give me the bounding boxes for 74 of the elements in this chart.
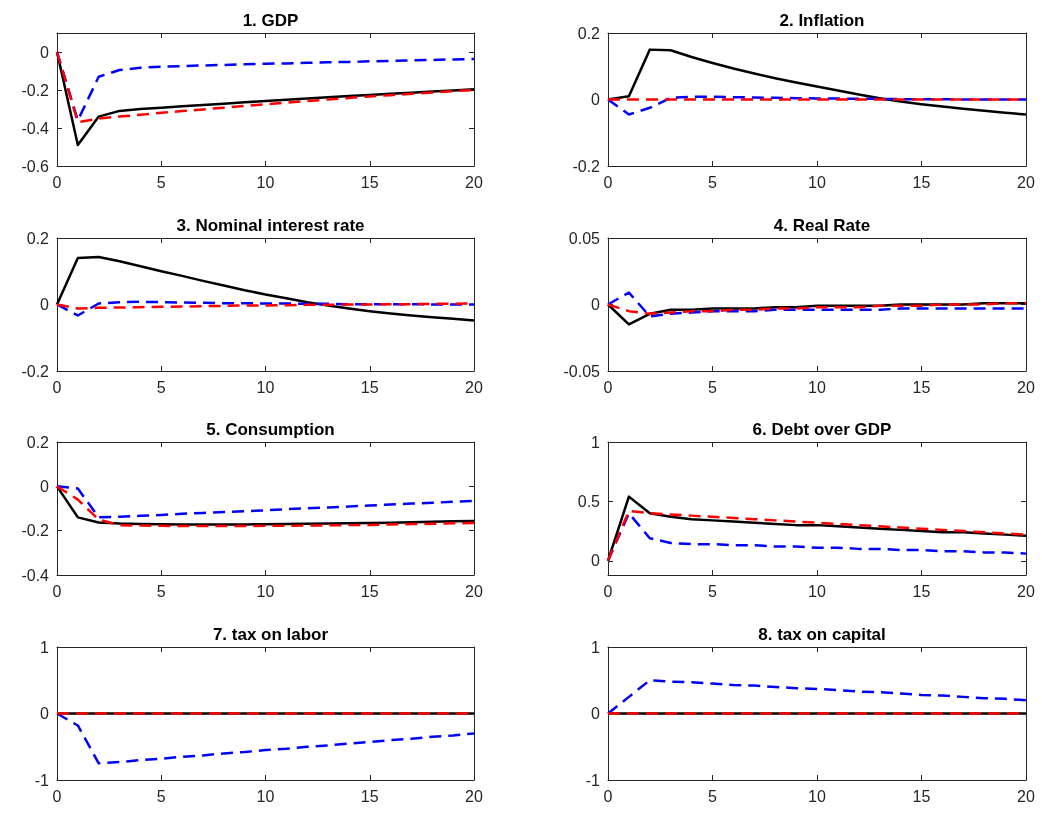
x-tick-label: 20 [1017,582,1035,600]
x-tick-label: 15 [360,173,379,191]
chart-title: 4. Real Rate [773,215,871,235]
x-tick-label: 20 [1017,378,1035,395]
y-tick-label: 0 [40,295,50,313]
x-tick-label: 20 [465,582,483,600]
x-tick-label: 5 [708,173,718,191]
x-tick-label: 10 [256,173,275,191]
y-tick-label: 0 [591,552,601,570]
chart-title: 5. Consumption [206,420,335,439]
x-tick-label: 5 [156,787,166,804]
x-tick-label: 0 [603,582,613,600]
y-tick-label: 1 [40,638,50,655]
y-tick-label: 0 [591,704,601,722]
y-tick-label: -0.2 [21,362,50,379]
y-tick-label: 0 [40,704,50,722]
chart-title: 6. Debt over GDP [752,420,892,439]
chart-title: 7. tax on labor [212,624,329,644]
y-tick-label: 1 [591,638,601,655]
chart-title: 3. Nominal interest rate [176,215,365,235]
y-tick-label: 0 [40,477,50,495]
y-tick-label: -0.4 [21,566,50,584]
x-tick-label: 10 [808,173,826,191]
y-tick-label: -0.2 [21,81,50,99]
x-tick-label: 0 [52,378,62,395]
x-tick-label: 15 [912,173,931,191]
x-tick-label: 5 [156,582,166,600]
x-tick-label: 5 [708,787,718,804]
x-tick-label: 0 [52,787,62,804]
y-tick-label: 1 [591,433,601,451]
y-tick-label: 0 [591,295,601,313]
x-tick-label: 15 [912,582,931,600]
y-tick-label: -0.6 [21,157,50,175]
y-tick-label: 0 [591,91,601,108]
x-tick-label: 5 [708,378,718,395]
x-tick-label: 20 [1017,173,1035,191]
y-tick-label: 0.05 [568,229,601,246]
x-tick-label: 20 [465,378,483,395]
y-tick-label: 0.2 [26,229,50,246]
y-tick-label: -0.2 [21,522,50,540]
x-tick-label: 0 [603,173,613,191]
y-tick-label: -0.05 [563,362,601,379]
x-tick-label: 20 [465,173,483,191]
x-tick-label: 15 [360,582,379,600]
x-tick-label: 20 [1017,787,1035,804]
x-tick-label: 15 [360,787,379,804]
x-tick-label: 0 [52,582,62,600]
x-tick-label: 10 [808,787,826,804]
y-tick-label: -0.2 [572,157,601,175]
x-tick-label: 15 [360,378,379,395]
x-tick-label: 20 [465,787,483,804]
y-tick-label: 0 [40,43,50,61]
x-tick-label: 0 [603,787,613,804]
x-tick-label: 10 [256,582,275,600]
x-tick-label: 10 [256,787,275,804]
y-tick-label: 0.2 [577,24,601,42]
x-tick-label: 15 [912,378,931,395]
y-tick-label: -1 [34,771,50,788]
x-tick-label: 5 [708,582,718,600]
chart-title: 2. Inflation [779,11,865,30]
x-tick-label: 10 [808,582,826,600]
y-tick-label: -1 [585,771,601,788]
y-tick-label: 0.5 [577,492,601,510]
y-tick-label: -0.4 [21,119,50,137]
x-tick-label: 5 [156,378,166,395]
y-tick-label: 0.2 [26,433,50,451]
x-tick-label: 5 [156,173,166,191]
x-tick-label: 10 [256,378,275,395]
chart-title: 8. tax on capital [758,624,886,644]
chart-title: 1. GDP [242,11,299,30]
x-tick-label: 0 [52,173,62,191]
x-tick-label: 0 [603,378,613,395]
x-tick-label: 15 [912,787,931,804]
x-tick-label: 10 [808,378,826,395]
